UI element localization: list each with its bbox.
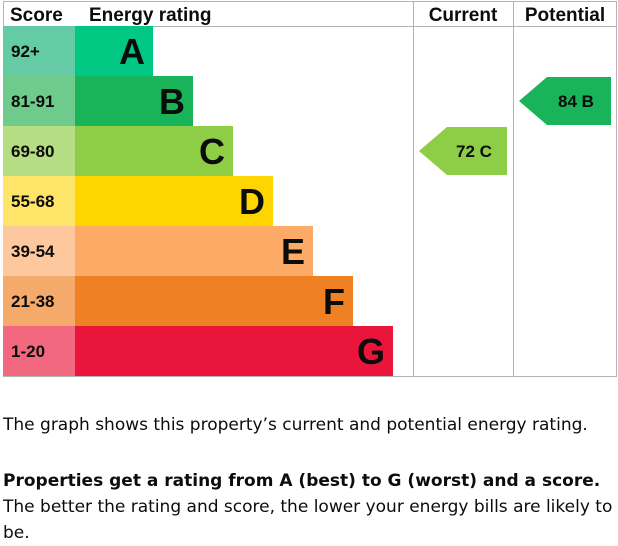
header-potential: Potential xyxy=(525,5,605,26)
rating-explanation-rest: The better the rating and score, the low… xyxy=(3,497,613,543)
score-cell-a xyxy=(3,26,75,76)
score-cell-b xyxy=(3,76,75,126)
score-cell-e xyxy=(3,226,75,276)
header-energy-rating: Energy rating xyxy=(89,5,211,26)
current-rating-label: 72 C xyxy=(456,142,492,161)
score-range-g: 1-20 xyxy=(11,342,45,361)
rating-explanation: Properties get a rating from A (best) to… xyxy=(3,468,615,546)
score-cell-f xyxy=(3,276,75,326)
graph-description: The graph shows this property’s current … xyxy=(3,415,588,435)
header-score: Score xyxy=(10,5,63,26)
score-cell-c xyxy=(3,126,75,176)
band-letter-c: C xyxy=(199,131,225,172)
rating-explanation-bold: Properties get a rating from A (best) to… xyxy=(3,471,601,491)
band-bar-c xyxy=(75,126,233,176)
score-range-d: 55-68 xyxy=(11,192,54,211)
score-cell-g xyxy=(3,326,75,376)
rating-arrows: 72 C 84 B xyxy=(419,77,611,175)
score-range-f: 21-38 xyxy=(11,292,54,311)
band-letter-b: B xyxy=(159,81,185,122)
score-range-c: 69-80 xyxy=(11,142,54,161)
band-letter-e: E xyxy=(281,231,305,272)
band-letter-d: D xyxy=(239,181,265,222)
current-arrow xyxy=(419,127,507,175)
epc-chart: 92+ A81-91 B69-80 C55-68 D39-54 E21-38 F1-20 G … xyxy=(3,1,617,377)
band-letter-f: F xyxy=(323,281,345,322)
band-bar-a xyxy=(75,26,153,76)
band-letter-g: G xyxy=(357,331,385,372)
rating-bands: 92+ A 81-91 B 69-80 C 55-68 D 39-54 E 21-38 F 1-20 G xyxy=(3,26,393,376)
score-range-e: 39-54 xyxy=(11,242,55,261)
band-bar-g xyxy=(75,326,393,376)
band-bar-b xyxy=(75,76,193,126)
score-range-b: 81-91 xyxy=(11,92,54,111)
potential-arrow xyxy=(519,77,611,125)
score-cell-d xyxy=(3,176,75,226)
potential-rating-label: 84 B xyxy=(558,92,594,111)
header-current: Current xyxy=(429,5,498,26)
band-bar-f xyxy=(75,276,353,326)
band-bar-d xyxy=(75,176,273,226)
score-range-a: 92+ xyxy=(11,42,40,61)
chart-headers: Score Energy rating Current Potential xyxy=(10,5,605,26)
band-bar-e xyxy=(75,226,313,276)
band-letter-a: A xyxy=(119,31,145,72)
